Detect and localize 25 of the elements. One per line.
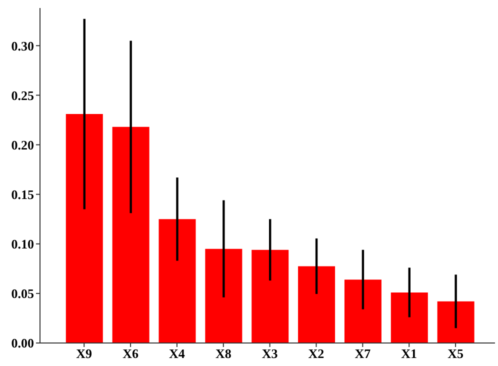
- x-tick-label: X6: [122, 346, 139, 362]
- y-tick-label: 0.00: [11, 336, 34, 351]
- x-tick-label: X1: [401, 346, 418, 362]
- bar: [112, 126, 150, 343]
- bar: [390, 292, 428, 343]
- bar: [205, 248, 242, 343]
- x-tick-label: X3: [262, 346, 278, 362]
- x-tick-label: X5: [448, 346, 464, 362]
- bar: [344, 280, 382, 343]
- y-tick-label: 0.10: [11, 236, 34, 252]
- bar: [66, 114, 103, 343]
- y-tick-label: 0.20: [11, 137, 34, 152]
- x-tick-label: X4: [169, 346, 186, 362]
- bar: [158, 219, 196, 343]
- bar: [252, 250, 289, 343]
- y-tick-label: 0.30: [11, 38, 34, 54]
- x-tick-label: X8: [215, 346, 232, 362]
- bar: [298, 266, 336, 343]
- x-tick-label: X7: [354, 346, 372, 362]
- y-tick-label: 0.25: [11, 88, 34, 103]
- x-tick-label: X2: [308, 346, 324, 362]
- y-tick-label: 0.05: [11, 286, 34, 302]
- bar: [437, 301, 474, 343]
- x-tick-label: X9: [76, 346, 93, 362]
- y-tick-label: 0.15: [11, 186, 34, 202]
